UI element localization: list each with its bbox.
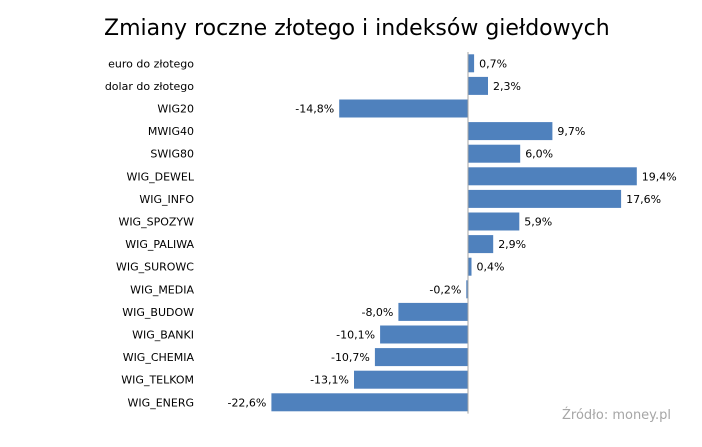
category-label-wig20: WIG20 [157, 103, 194, 116]
value-label-mwig40: 9,7% [557, 125, 585, 138]
value-label-dolar-do-zlotego: 2,3% [493, 80, 521, 93]
bar-wig-energ [271, 393, 468, 412]
category-label-wig-energ: WIG_ENERG [128, 396, 194, 409]
value-label-wig-banki: -10,1% [336, 329, 375, 342]
category-label-wig-paliwa: WIG_PALIWA [125, 238, 194, 251]
category-label-wig-budow: WIG_BUDOW [122, 306, 194, 319]
bar-dolar-do-zlotego [468, 76, 488, 95]
bar-euro-do-zlotego [468, 54, 475, 73]
bar-wig-info [468, 189, 622, 208]
bar-swig80 [468, 144, 521, 163]
category-label-wig-dewel: WIG_DEWEL [126, 170, 194, 183]
value-label-wig-surowc: 0,4% [477, 261, 505, 274]
value-label-wig-telkom: -13,1% [310, 374, 349, 387]
bar-wig-telkom [354, 370, 468, 389]
bar-wig-chemia [374, 348, 468, 367]
category-label-wig-spozyw: WIG_SPOZYW [118, 216, 194, 229]
category-label-wig-telkom: WIG_TELKOM [121, 374, 194, 387]
bar-wig-media [466, 280, 468, 299]
value-label-wig-budow: -8,0% [361, 306, 393, 319]
value-label-wig-spozyw: 5,9% [524, 216, 552, 229]
chart-title: Zmiany roczne złotego i indeksów giełdow… [104, 16, 610, 41]
category-label-wig-info: WIG_INFO [139, 193, 194, 206]
bar-wig-budow [398, 302, 468, 321]
bar-wig-spozyw [468, 212, 520, 231]
category-label-euro-do-zlotego: euro do złotego [108, 57, 194, 70]
value-label-wig-paliwa: 2,9% [498, 238, 526, 251]
value-label-wig-media: -0,2% [429, 283, 461, 296]
value-label-wig-chemia: -10,7% [331, 351, 370, 364]
category-label-swig80: SWIG80 [150, 148, 194, 161]
value-label-wig20: -14,8% [295, 103, 334, 116]
bar-wig-dewel [468, 167, 637, 186]
bar-mwig40 [468, 122, 553, 141]
category-label-wig-banki: WIG_BANKI [132, 329, 194, 342]
value-label-wig-dewel: 19,4% [642, 170, 677, 183]
bars-layer [271, 54, 637, 412]
category-label-wig-media: WIG_MEDIA [130, 283, 194, 296]
source-note: Źródło: money.pl [562, 408, 672, 423]
labels-layer: euro do złotego 0,7% dolar do złotego 2,3% W… [105, 57, 677, 409]
category-label-dolar-do-zlotego: dolar do złotego [105, 80, 194, 93]
category-label-wig-surowc: WIG_SUROWC [116, 261, 194, 274]
bar-wig20 [339, 99, 468, 118]
bar-wig-banki [380, 325, 468, 344]
value-label-euro-do-zlotego: 0,7% [479, 57, 507, 70]
value-label-swig80: 6,0% [525, 148, 553, 161]
category-label-mwig40: MWIG40 [148, 125, 194, 138]
value-label-wig-info: 17,6% [626, 193, 661, 206]
category-label-wig-chemia: WIG_CHEMIA [123, 351, 195, 364]
bar-wig-paliwa [468, 235, 494, 254]
bar-wig-surowc [468, 257, 472, 276]
value-label-wig-energ: -22,6% [227, 396, 266, 409]
